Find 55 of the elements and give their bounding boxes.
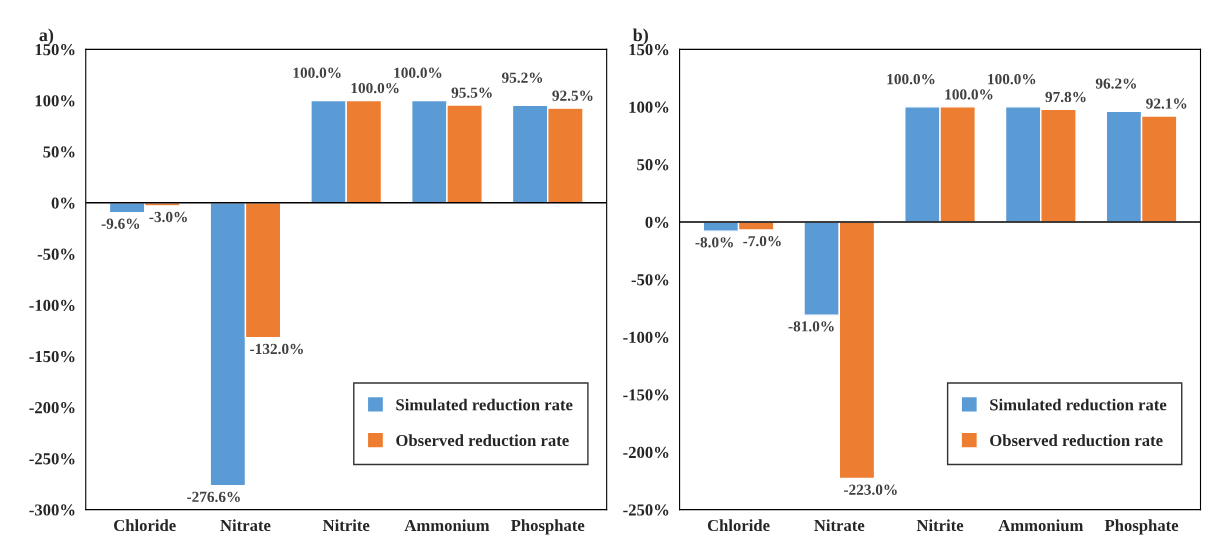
data-label: 100.0%: [293, 67, 341, 78]
y-tick-label: -150%: [29, 350, 75, 363]
chart-title: b): [632, 28, 648, 45]
data-label: -9.6%: [101, 218, 140, 229]
legend-label: Observed reduction rate: [990, 434, 1163, 447]
data-label: -132.0%: [250, 343, 303, 355]
x-tick-label: Phosphate: [510, 519, 585, 535]
y-tick-label: -50%: [631, 274, 669, 286]
legend-label: Simulated reduction rate: [396, 398, 573, 411]
data-label: -8.0%: [695, 237, 733, 248]
data-label: 95.2%: [501, 72, 543, 83]
x-tick-label: Nitrate: [220, 519, 271, 532]
y-tick-label: -300%: [29, 504, 75, 516]
x-tick-label: Ammonium: [404, 519, 490, 532]
data-label: 97.8%: [1045, 91, 1086, 103]
data-label: -3.0%: [149, 211, 187, 223]
x-tick-label: Nitrite: [322, 519, 370, 532]
y-tick-label: 100%: [35, 95, 75, 107]
data-label: 100.0%: [351, 82, 399, 94]
y-tick-label: 100%: [629, 101, 669, 113]
x-tick-label: Ammonium: [998, 519, 1084, 532]
y-tick-label: -100%: [29, 299, 75, 312]
data-label: -7.0%: [743, 235, 781, 247]
x-tick-label: Chloride: [114, 519, 176, 532]
x-tick-label: Nitrite: [916, 519, 964, 532]
y-tick-label: -100%: [623, 331, 669, 344]
data-label: -276.6%: [187, 491, 240, 503]
legend-label: Simulated reduction rate: [990, 398, 1167, 411]
x-tick-label: Chloride: [707, 519, 770, 532]
data-label: -223.0%: [844, 484, 897, 495]
legend-label: Observed reduction rate: [396, 434, 569, 447]
data-label: 92.5%: [552, 90, 593, 101]
data-label: 96.2%: [1095, 78, 1136, 89]
data-label: 92.1%: [1146, 98, 1187, 109]
y-tick-label: -250%: [623, 504, 669, 516]
data-label: 95.5%: [451, 87, 492, 98]
data-label: 100.0%: [887, 74, 935, 85]
y-tick-label: -200%: [29, 402, 75, 414]
data-label: -81.0%: [788, 321, 834, 332]
y-tick-label: 50%: [637, 159, 669, 171]
data-label: 100.0%: [394, 67, 442, 78]
y-tick-label: 150%: [35, 44, 75, 56]
y-tick-label: 0%: [645, 216, 669, 228]
x-tick-label: Phosphate: [1104, 519, 1179, 535]
data-label: 100.0%: [945, 89, 993, 100]
x-tick-label: Nitrate: [814, 519, 865, 532]
y-tick-label: -250%: [29, 453, 75, 465]
chart-title: a): [39, 28, 54, 45]
data-label: 100.0%: [988, 74, 1036, 85]
y-tick-label: 150%: [629, 44, 669, 56]
y-tick-label: -200%: [623, 446, 669, 459]
y-tick-label: 50%: [43, 146, 75, 158]
y-tick-label: -150%: [623, 389, 669, 401]
y-tick-label: -50%: [37, 248, 75, 260]
y-tick-label: 0%: [51, 197, 75, 209]
